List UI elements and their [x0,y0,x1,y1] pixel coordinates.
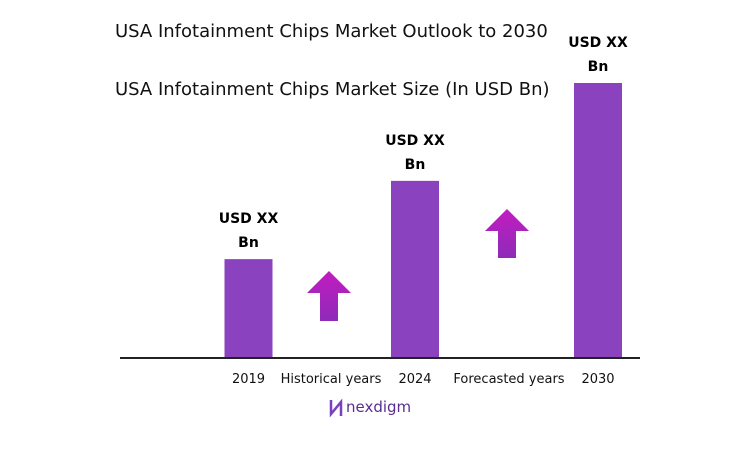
annotation: Forecasted years [453,372,564,387]
bar [574,83,622,357]
logo: nexdigm [346,398,411,416]
logo-icon [329,398,343,418]
arrow [485,209,529,258]
x-tick-label: 2030 [581,372,614,387]
arrow [307,271,351,321]
chart-subtitle: USA Infotainment Chips Market Size (In U… [115,79,550,100]
chart-title: USA Infotainment Chips Market Outlook to… [115,21,548,42]
annotation: Historical years [281,372,382,387]
bar [391,180,439,357]
value-label: USD XX Bn [385,132,445,173]
bar [224,259,273,357]
x-tick-label: 2019 [232,372,265,387]
value-label: USD XX Bn [568,35,628,75]
value-label: USD XX Bn [218,211,279,252]
x-tick-label: 2024 [398,372,431,387]
